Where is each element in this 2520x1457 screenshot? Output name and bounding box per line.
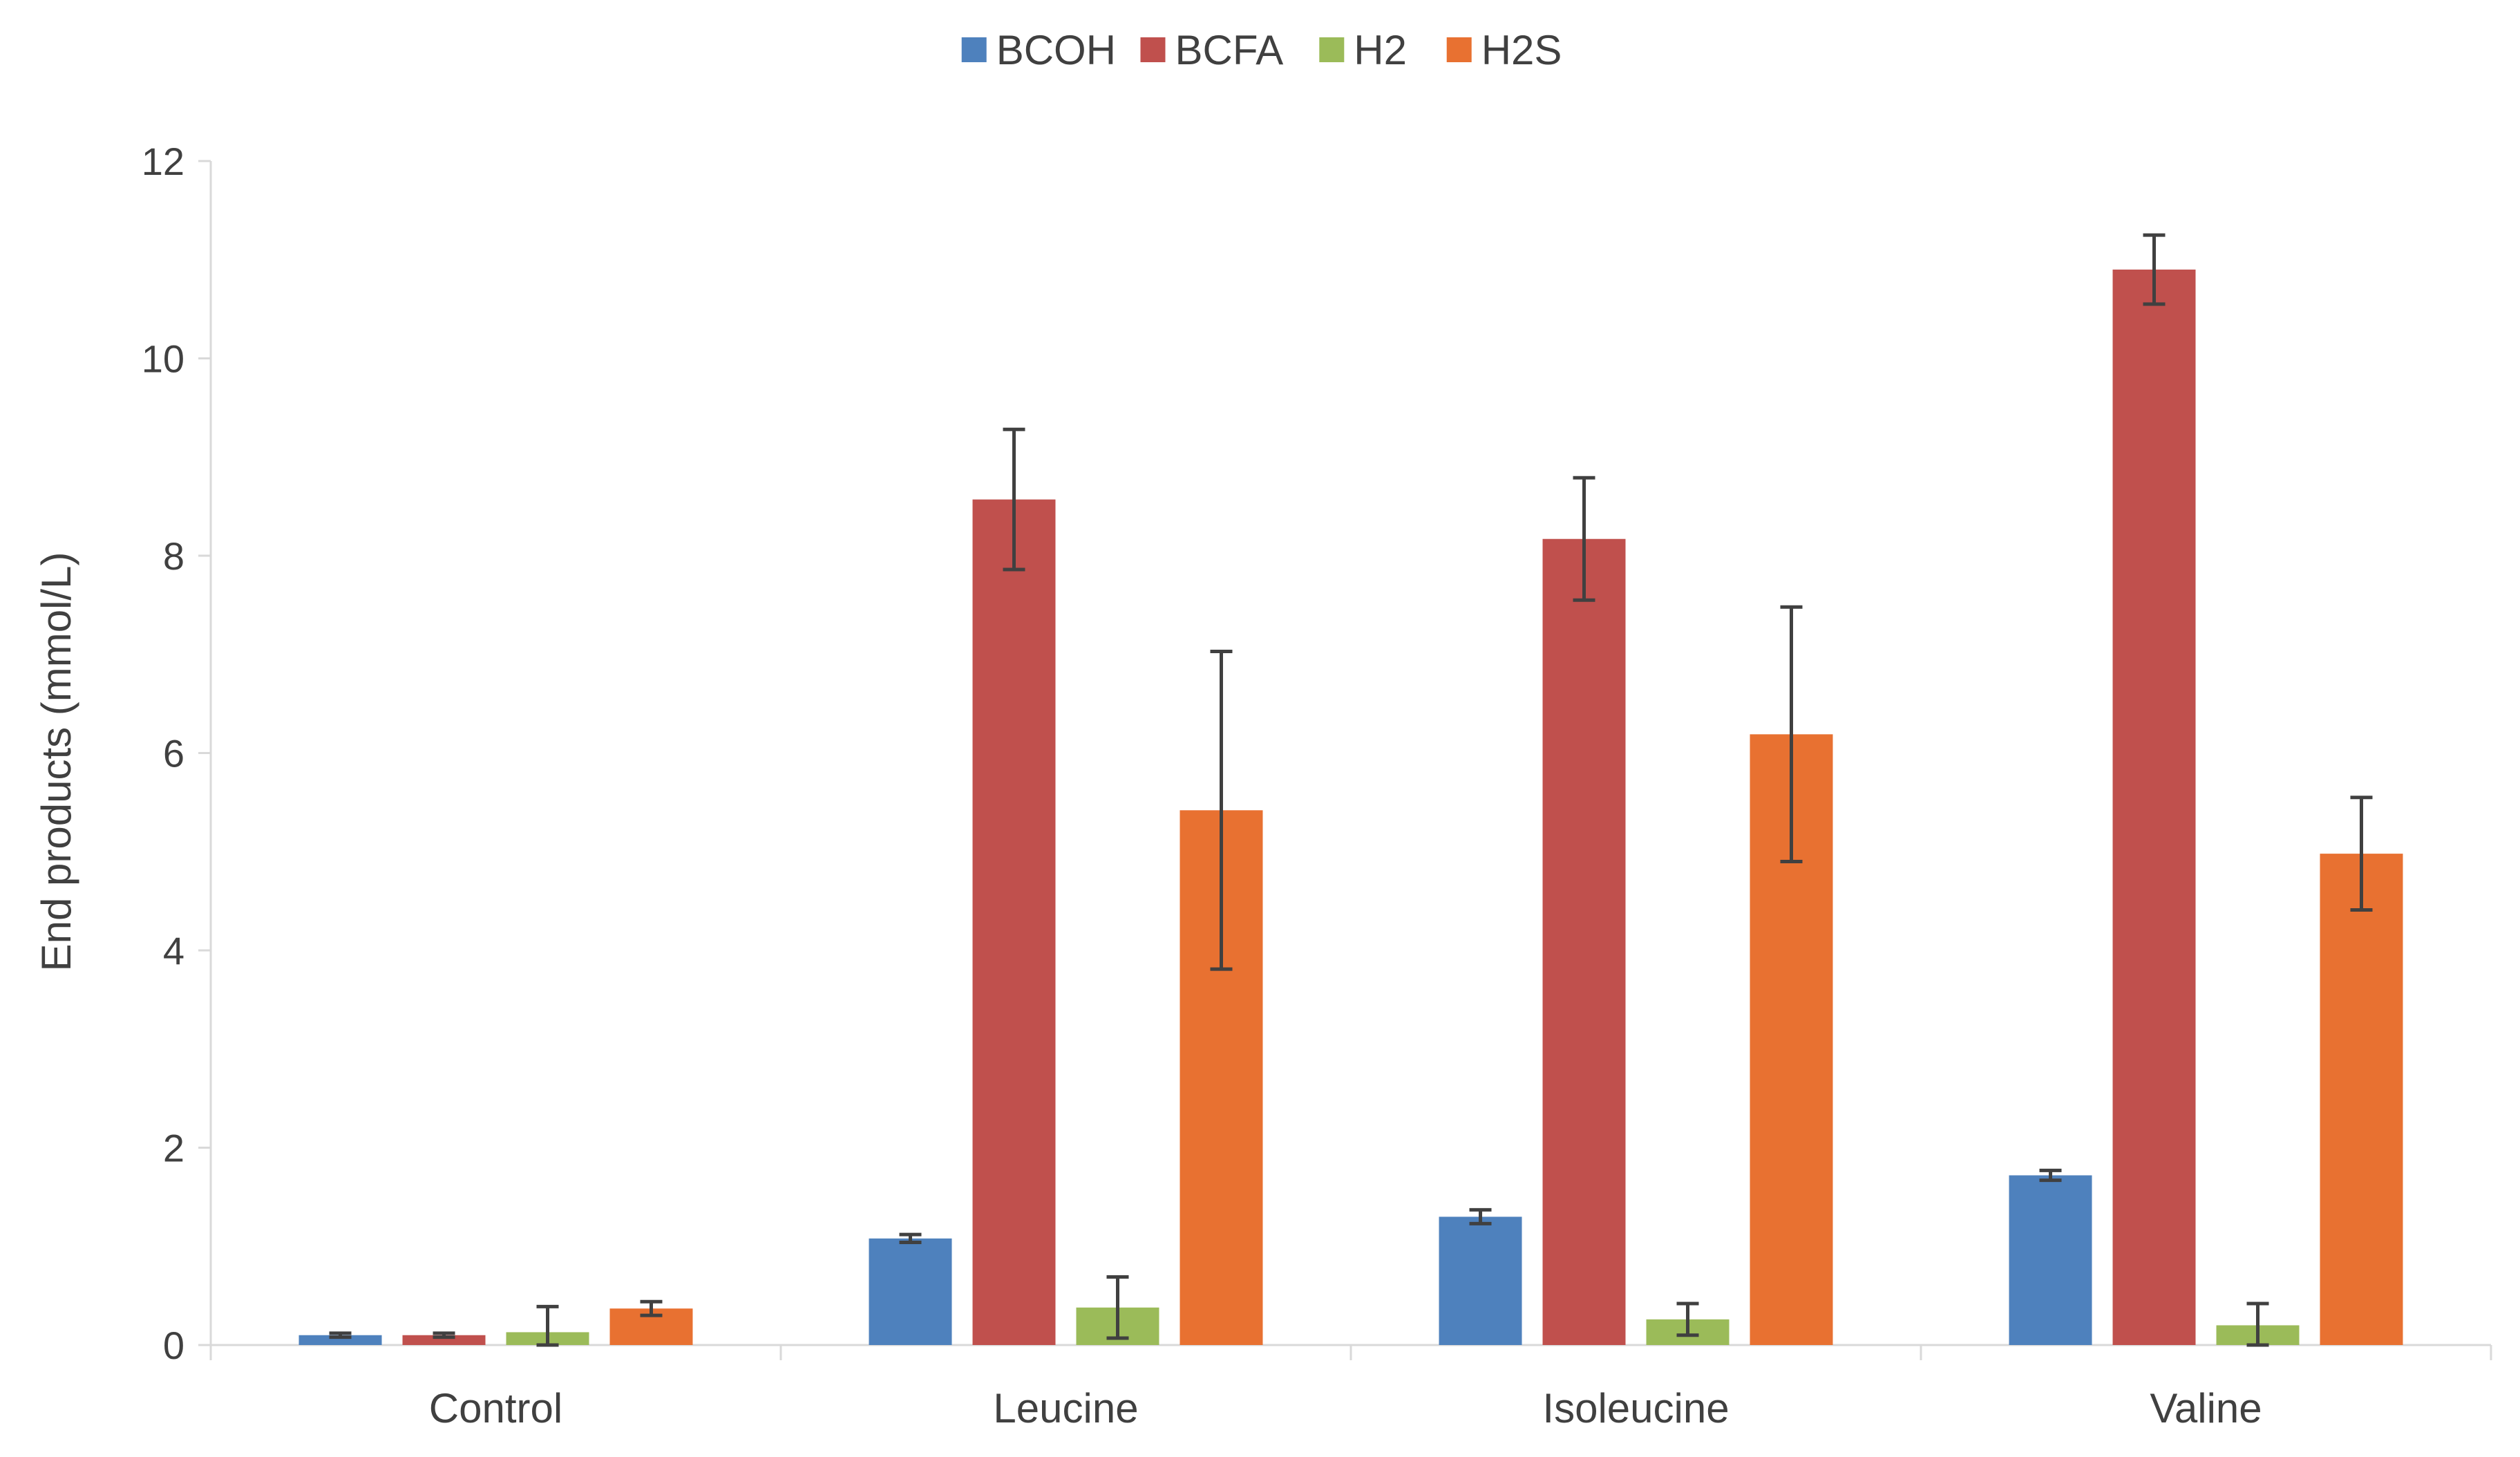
legend-swatch [1319, 37, 1345, 62]
legend: BCOH BCFA H2 H2S [961, 27, 1562, 73]
error-bars [329, 233, 2373, 1347]
bar [2320, 854, 2403, 1345]
y-axis-label: End products (mmol/L) [33, 552, 79, 972]
y-tick-label: 4 [163, 929, 184, 972]
bar [972, 499, 1056, 1345]
legend-label: H2 [1354, 27, 1407, 73]
y-tick-label: 2 [163, 1127, 184, 1170]
legend-swatch [1446, 37, 1472, 62]
legend-swatch [961, 37, 987, 62]
x-tick-label: Isoleucine [1542, 1385, 1729, 1431]
bar [1542, 538, 1626, 1346]
legend-label: BCFA [1175, 27, 1284, 73]
legend-label: H2S [1481, 27, 1562, 73]
x-tick-label: Control [429, 1385, 562, 1431]
x-tick-label: Leucine [993, 1385, 1138, 1431]
bar [1439, 1216, 1522, 1345]
legend-swatch [1140, 37, 1166, 62]
bar [402, 1335, 486, 1345]
bar [2009, 1175, 2092, 1345]
y-tick-label: 0 [163, 1324, 184, 1367]
y-tick-label: 6 [163, 732, 184, 776]
legend-label: BCOH [996, 27, 1116, 73]
y-tick-label: 12 [142, 140, 184, 183]
bar [2112, 270, 2196, 1345]
bar [869, 1238, 952, 1345]
x-tick-label: Valine [2150, 1385, 2262, 1431]
y-tick-label: 8 [163, 534, 184, 578]
x-axis: Control Leucine Isoleucine Valine [209, 1344, 2492, 1431]
bars [299, 270, 2403, 1346]
bar [299, 1335, 382, 1345]
y-axis: 0 2 4 6 8 10 12 [142, 140, 212, 1367]
y-tick-label: 10 [142, 337, 184, 381]
